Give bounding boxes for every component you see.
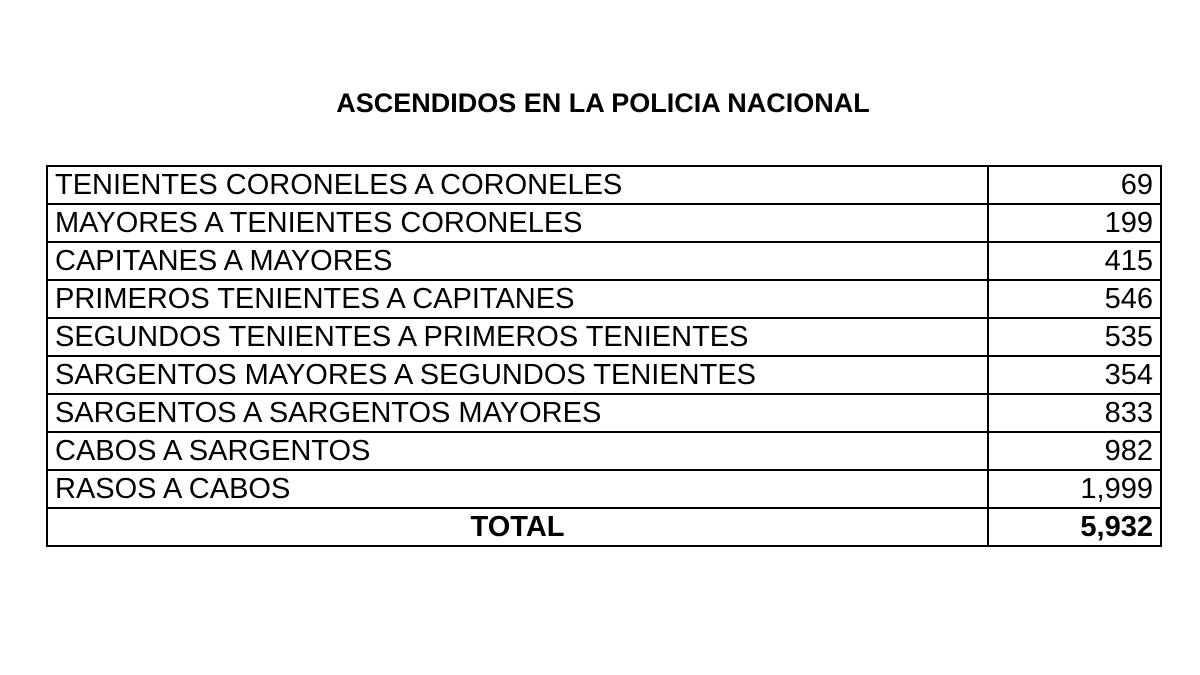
total-label: TOTAL [46,507,989,547]
rank-promotion-label: SARGENTOS A SARGENTOS MAYORES [46,393,989,433]
total-value: 5,932 [987,507,1162,547]
rank-promotion-label: SARGENTOS MAYORES A SEGUNDOS TENIENTES [46,355,989,395]
promotion-count: 415 [987,241,1162,281]
promotion-count: 982 [987,431,1162,471]
table-row: CABOS A SARGENTOS 982 [46,431,1162,471]
rank-promotion-label: MAYORES A TENIENTES CORONELES [46,203,989,243]
promotion-count: 546 [987,279,1162,319]
promotion-count: 199 [987,203,1162,243]
promotions-table: TENIENTES CORONELES A CORONELES 69 MAYOR… [46,165,1162,547]
table-row: SEGUNDOS TENIENTES A PRIMEROS TENIENTES … [46,317,1162,357]
promotion-count: 1,999 [987,469,1162,509]
promotion-count: 69 [987,165,1162,205]
rank-promotion-label: CABOS A SARGENTOS [46,431,989,471]
rank-promotion-label: TENIENTES CORONELES A CORONELES [46,165,989,205]
table-row: SARGENTOS A SARGENTOS MAYORES 833 [46,393,1162,433]
table-row: TENIENTES CORONELES A CORONELES 69 [46,165,1162,205]
total-row: TOTAL 5,932 [46,507,1162,547]
table-row: PRIMEROS TENIENTES A CAPITANES 546 [46,279,1162,319]
table-row: MAYORES A TENIENTES CORONELES 199 [46,203,1162,243]
rank-promotion-label: CAPITANES A MAYORES [46,241,989,281]
promotion-count: 535 [987,317,1162,357]
promotion-count: 354 [987,355,1162,395]
rank-promotion-label: SEGUNDOS TENIENTES A PRIMEROS TENIENTES [46,317,989,357]
page-title: ASCENDIDOS EN LA POLICIA NACIONAL [336,88,870,118]
rank-promotion-label: PRIMEROS TENIENTES A CAPITANES [46,279,989,319]
rank-promotion-label: RASOS A CABOS [46,469,989,509]
promotion-count: 833 [987,393,1162,433]
table-row: SARGENTOS MAYORES A SEGUNDOS TENIENTES 3… [46,355,1162,395]
table-row: RASOS A CABOS 1,999 [46,469,1162,509]
table-row: CAPITANES A MAYORES 415 [46,241,1162,281]
